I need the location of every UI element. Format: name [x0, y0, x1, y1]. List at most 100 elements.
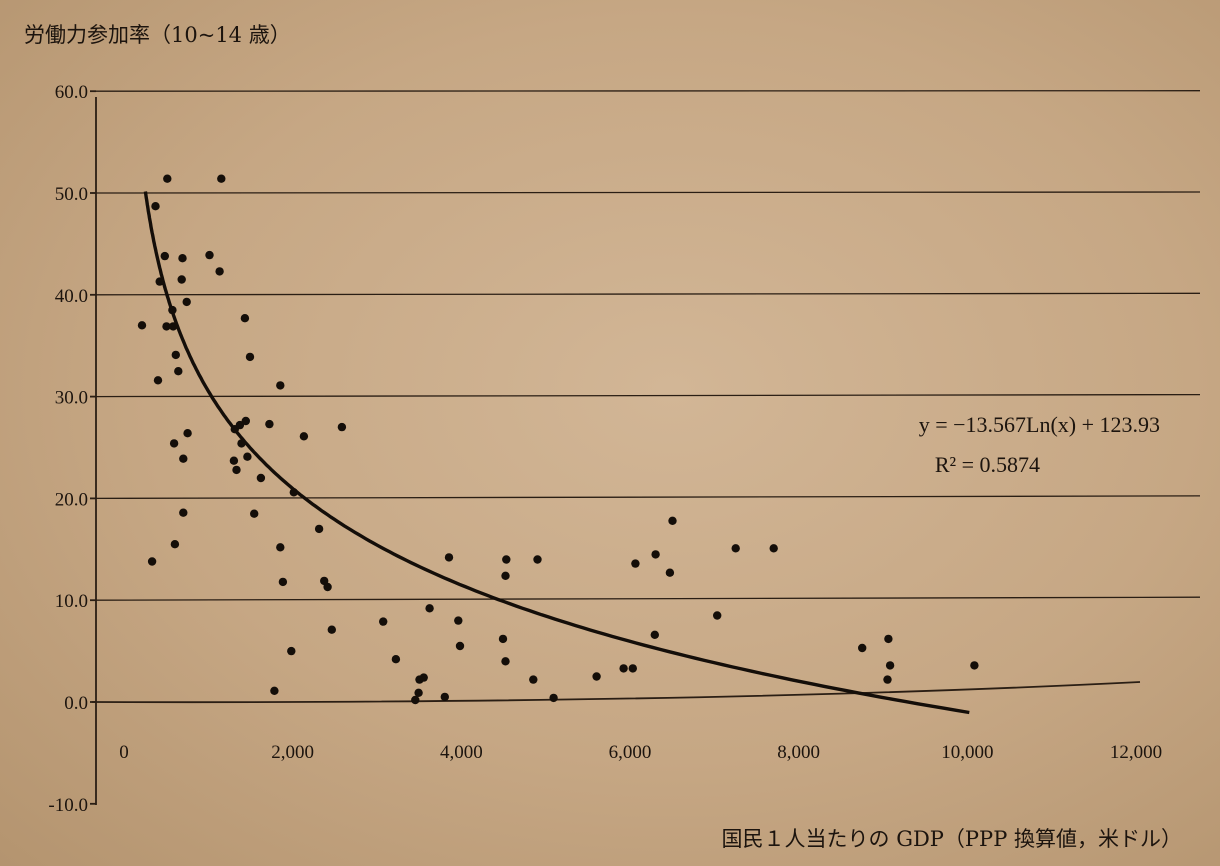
data-point [498, 634, 508, 644]
data-point [650, 630, 659, 639]
y-tick-label: 60.0 [55, 82, 88, 103]
gridline [91, 191, 1201, 194]
x-tick-label: 12,000 [1110, 742, 1162, 763]
y-tick-label: 30.0 [55, 388, 88, 409]
y-tick-label: 10.0 [55, 591, 88, 612]
data-point [668, 516, 677, 525]
data-point [241, 416, 250, 426]
y-tick-label: -10.0 [48, 795, 88, 816]
trendline-equation: y = −13.567Ln(x) + 123.93 [919, 412, 1160, 437]
data-point [174, 367, 183, 376]
data-point [299, 432, 309, 441]
gridline [91, 495, 1201, 500]
gridlines [90, 90, 1201, 805]
data-point [179, 454, 188, 463]
data-point [169, 439, 179, 448]
x-axis-line [91, 681, 1141, 704]
data-point [533, 555, 542, 564]
data-point [391, 655, 401, 664]
data-point [287, 646, 296, 656]
x-tick-label: 4,000 [440, 742, 483, 763]
data-point [769, 544, 778, 553]
scatter-points [137, 174, 979, 705]
y-tick-label: 20.0 [55, 489, 88, 510]
data-point [155, 277, 164, 286]
data-point [276, 381, 285, 390]
data-point [217, 174, 226, 183]
data-point [379, 617, 388, 626]
data-point [177, 275, 186, 284]
data-point [270, 686, 279, 695]
data-point [628, 664, 637, 673]
data-point [168, 305, 177, 315]
data-point [411, 695, 420, 705]
data-point [592, 672, 601, 681]
data-point [631, 559, 640, 568]
gridline [91, 90, 1201, 92]
data-point [884, 634, 893, 644]
y-axis-title: 労働力参加率（10~14 歳） [24, 23, 291, 47]
gridline [91, 292, 1201, 296]
data-point [320, 576, 329, 586]
data-point [665, 568, 675, 577]
data-point [619, 664, 628, 673]
data-point [549, 693, 558, 703]
data-point [232, 465, 241, 475]
x-axis-ticks: 0 2,000 4,000 6,000 8,000 10,000 12,000 [119, 742, 1162, 763]
r-squared-label: R² = 0.5874 [935, 452, 1040, 477]
x-tick-label: 0 [119, 742, 129, 763]
data-point [883, 675, 892, 684]
data-point [444, 553, 454, 562]
data-point [454, 616, 463, 625]
data-point [240, 314, 250, 323]
data-point [529, 675, 538, 684]
data-point [170, 540, 180, 549]
data-point [162, 322, 171, 331]
data-point [885, 661, 895, 670]
data-point [501, 657, 510, 666]
data-point [205, 250, 214, 260]
data-point [276, 543, 285, 552]
data-point [502, 555, 511, 564]
data-point [731, 544, 740, 553]
x-tick-label: 2,000 [271, 742, 314, 763]
data-point [245, 352, 255, 362]
x-tick-label: 6,000 [609, 742, 652, 763]
x-tick-label: 8,000 [777, 742, 820, 763]
data-point [229, 456, 239, 465]
data-point [171, 350, 180, 360]
data-point [414, 688, 423, 697]
data-point [289, 488, 298, 497]
gridline [91, 393, 1201, 398]
data-point [501, 571, 510, 580]
data-point [163, 174, 172, 183]
data-point [237, 439, 246, 448]
data-point [160, 251, 169, 261]
y-tick-label: 40.0 [55, 286, 88, 307]
data-point [151, 202, 160, 211]
data-point [235, 420, 245, 430]
data-point [713, 611, 722, 620]
data-point [337, 422, 347, 432]
x-tick-label: 10,000 [941, 742, 993, 763]
data-point [250, 509, 259, 518]
data-point [182, 297, 191, 307]
data-point [178, 254, 187, 263]
data-point [425, 604, 434, 613]
data-point [183, 429, 192, 438]
data-point [147, 557, 157, 566]
data-point [327, 625, 336, 634]
y-tick-label: 0.0 [64, 693, 88, 714]
data-point [265, 419, 274, 429]
x-axis-title: 国民１人当たりの GDP（PPP 換算値，米ドル） [722, 827, 1182, 851]
gridline [91, 596, 1201, 601]
data-point [137, 321, 147, 330]
y-axis-ticks: 60.0 50.0 40.0 30.0 20.0 10.0 0.0 -10.0 [48, 82, 88, 816]
y-tick-label: 50.0 [55, 184, 88, 205]
data-point [243, 452, 252, 461]
data-point [179, 508, 188, 517]
data-point [858, 643, 867, 653]
data-point [455, 641, 465, 651]
data-point [419, 673, 428, 682]
